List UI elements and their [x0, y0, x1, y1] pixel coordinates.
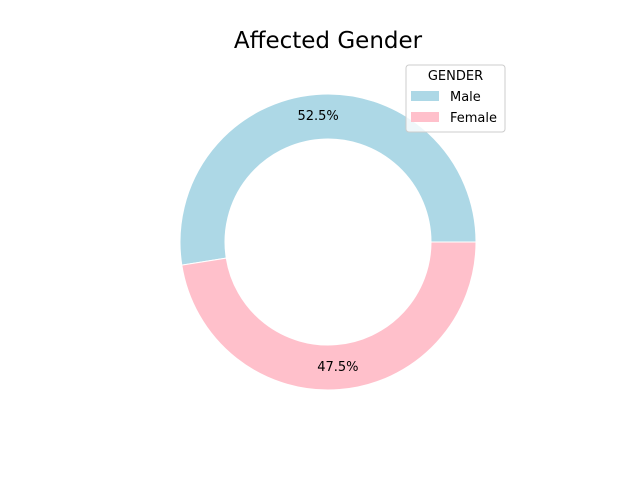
legend-swatch-female [411, 112, 439, 122]
legend-label-female: Female [450, 111, 497, 126]
legend-items: Male Female [411, 90, 497, 126]
chart-title: Affected Gender [234, 28, 423, 54]
legend: GENDER Male Female [405, 64, 506, 133]
slice-label-female: 47.5% [317, 360, 358, 375]
slice-female [181, 241, 477, 391]
donut-slice-labels: 52.5% 47.5% [297, 109, 358, 375]
slice-label-male: 52.5% [297, 109, 338, 124]
donut-slices [179, 93, 477, 391]
legend-label-male: Male [450, 90, 481, 105]
legend-swatch-male [411, 91, 439, 101]
legend-title: GENDER [428, 69, 483, 84]
